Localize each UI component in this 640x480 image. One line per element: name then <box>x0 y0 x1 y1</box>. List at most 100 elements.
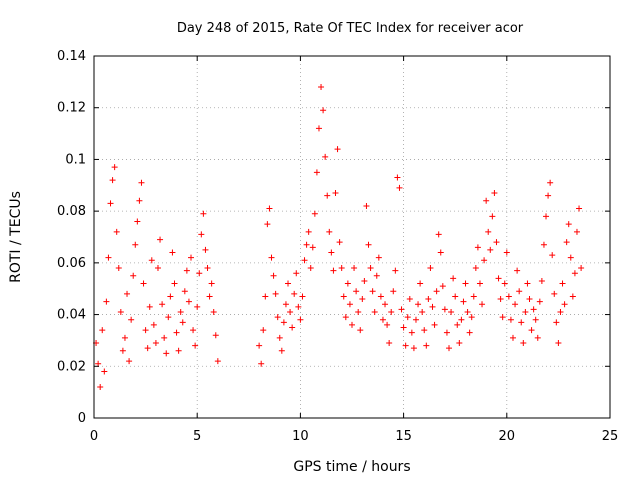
data-point <box>386 340 393 347</box>
data-point <box>336 239 343 246</box>
data-point <box>507 316 514 323</box>
data-point <box>173 329 180 336</box>
data-point <box>547 179 554 186</box>
data-point <box>578 265 585 272</box>
data-point <box>439 283 446 290</box>
data-point <box>142 327 149 334</box>
data-point <box>188 254 195 261</box>
data-point <box>349 321 355 328</box>
data-point <box>377 293 384 300</box>
data-point <box>476 280 483 287</box>
data-point <box>320 107 327 114</box>
data-point <box>192 342 199 349</box>
data-point <box>262 293 269 300</box>
data-point <box>351 265 358 272</box>
data-point <box>474 244 481 251</box>
data-point <box>258 360 265 367</box>
y-tick-label: 0.14 <box>57 49 86 64</box>
y-tick-label: 0.08 <box>57 204 86 219</box>
data-point <box>464 308 471 315</box>
data-point <box>514 267 521 274</box>
data-point <box>421 327 428 334</box>
data-point <box>169 249 176 256</box>
data-point <box>371 308 378 315</box>
data-point <box>540 241 547 248</box>
data-point <box>505 293 512 300</box>
data-point <box>499 314 506 321</box>
data-point <box>509 334 516 341</box>
data-point <box>214 358 221 365</box>
data-point <box>561 301 568 308</box>
data-point <box>282 301 289 308</box>
data-point <box>472 265 479 272</box>
data-point <box>165 314 172 321</box>
data-point <box>206 293 213 300</box>
y-tick-label: 0.06 <box>57 256 86 271</box>
data-point <box>452 293 459 300</box>
data-point <box>260 327 267 334</box>
data-point <box>330 267 337 274</box>
data-point <box>423 342 430 349</box>
data-point <box>437 249 444 256</box>
data-point <box>433 288 440 295</box>
data-point <box>212 332 219 339</box>
data-point <box>466 329 473 336</box>
data-point <box>309 244 316 251</box>
data-point <box>280 319 287 326</box>
y-tick-label: 0 <box>78 411 86 426</box>
data-point <box>293 270 300 277</box>
data-point <box>555 340 562 347</box>
data-point <box>334 146 341 153</box>
chart-title: Day 248 of 2015, Rate Of TEC Index for r… <box>177 21 524 36</box>
y-tick-label: 0.12 <box>57 101 86 116</box>
data-point <box>526 296 533 303</box>
data-point <box>99 327 106 334</box>
data-point <box>274 314 281 321</box>
data-point <box>101 368 108 375</box>
data-point <box>363 202 370 209</box>
data-point <box>287 308 294 315</box>
data-point <box>152 340 159 347</box>
data-point <box>481 257 488 264</box>
grid-lines <box>94 56 610 418</box>
data-point <box>443 329 450 336</box>
y-tick-label: 0.02 <box>57 359 86 374</box>
x-axis-label: GPS time / hours <box>293 459 410 475</box>
data-point <box>520 340 527 347</box>
data-point <box>462 280 469 287</box>
data-point <box>318 84 325 91</box>
data-point <box>185 298 192 305</box>
data-point <box>454 321 461 328</box>
data-point <box>256 342 263 349</box>
data-point <box>200 210 207 217</box>
data-point <box>493 239 500 246</box>
data-point <box>340 293 347 300</box>
data-point <box>171 280 178 287</box>
data-point <box>431 321 438 328</box>
data-point <box>148 257 155 264</box>
data-point <box>322 153 329 160</box>
data-point <box>441 306 448 313</box>
data-point <box>295 303 302 310</box>
data-point <box>379 316 386 323</box>
x-tick-label: 0 <box>90 429 98 444</box>
data-point <box>344 280 351 287</box>
data-point <box>109 177 116 184</box>
data-point <box>357 327 364 334</box>
data-point <box>388 308 395 315</box>
data-point <box>181 288 188 295</box>
data-point <box>132 241 139 248</box>
data-point <box>503 249 510 256</box>
data-point <box>95 360 102 367</box>
data-point <box>365 241 372 248</box>
data-point <box>382 301 389 308</box>
plot-frame <box>93 55 611 419</box>
data-point <box>417 280 424 287</box>
x-tick-label: 10 <box>292 429 309 444</box>
data-point <box>446 345 453 352</box>
data-point <box>559 280 566 287</box>
data-point <box>301 257 308 264</box>
data-point <box>272 290 279 297</box>
data-point <box>538 277 545 284</box>
data-point <box>479 301 486 308</box>
